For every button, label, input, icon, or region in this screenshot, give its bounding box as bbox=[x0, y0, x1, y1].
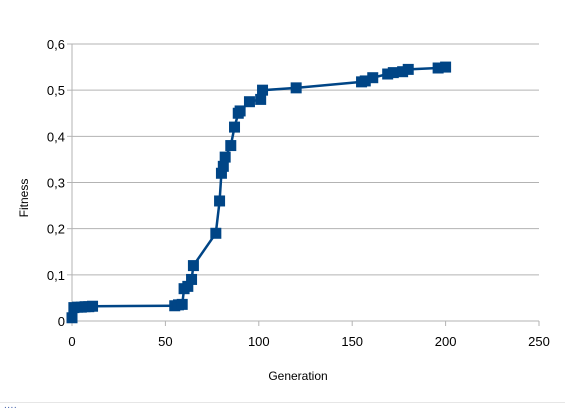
data-point bbox=[87, 300, 99, 312]
data-point bbox=[217, 160, 229, 172]
cropped-footer: .... bbox=[0, 402, 565, 411]
data-point bbox=[176, 298, 188, 310]
axes bbox=[67, 43, 540, 326]
data-point bbox=[290, 82, 302, 94]
cropped-footer-text: .... bbox=[4, 402, 18, 411]
x-tick-label: 50 bbox=[158, 334, 172, 349]
data-point bbox=[367, 72, 379, 84]
data-point bbox=[215, 167, 227, 179]
y-axis-title: Fitness bbox=[17, 179, 31, 218]
y-tick-label: 0,5 bbox=[47, 83, 65, 98]
data-point bbox=[66, 312, 78, 324]
data-point bbox=[210, 227, 222, 239]
series-fitness bbox=[66, 61, 452, 324]
x-tick-label: 150 bbox=[341, 334, 363, 349]
data-point bbox=[186, 273, 198, 285]
data-point bbox=[229, 121, 241, 133]
y-tick-labels: 0 0,1 0,2 0,3 0,4 0,5 0,6 bbox=[47, 37, 65, 329]
y-tick-label: 0,6 bbox=[47, 37, 65, 52]
x-tick-label: 250 bbox=[528, 334, 550, 349]
data-point bbox=[382, 68, 394, 80]
data-point bbox=[397, 66, 409, 78]
x-tick-labels: 0 50 100 150 200 250 bbox=[68, 334, 549, 349]
x-tick-label: 0 bbox=[68, 334, 75, 349]
data-point bbox=[255, 93, 267, 105]
data-point bbox=[440, 61, 452, 73]
data-point bbox=[402, 63, 414, 75]
data-point bbox=[214, 195, 226, 207]
y-tick-label: 0 bbox=[58, 314, 65, 329]
y-tick-label: 0,3 bbox=[47, 176, 65, 191]
y-tick-label: 0,1 bbox=[47, 268, 65, 283]
data-point bbox=[219, 151, 231, 163]
y-tick-label: 0,4 bbox=[47, 129, 65, 144]
data-point bbox=[182, 280, 194, 292]
data-point bbox=[225, 140, 237, 152]
x-tick-label: 200 bbox=[435, 334, 457, 349]
x-tick-label: 100 bbox=[248, 334, 270, 349]
gridlines bbox=[72, 43, 539, 276]
x-axis-title: Generation bbox=[268, 369, 327, 383]
data-point bbox=[243, 96, 255, 108]
data-point bbox=[432, 62, 444, 74]
y-tick-label: 0,2 bbox=[47, 222, 65, 237]
data-point bbox=[387, 67, 399, 79]
data-point bbox=[187, 260, 199, 272]
fitness-chart: 0 0,1 0,2 0,3 0,4 0,5 0,6 0 50 100 150 200 250 Gene… bbox=[17, 37, 550, 383]
data-point bbox=[257, 84, 269, 96]
data-point bbox=[234, 105, 246, 117]
data-point bbox=[359, 75, 371, 87]
